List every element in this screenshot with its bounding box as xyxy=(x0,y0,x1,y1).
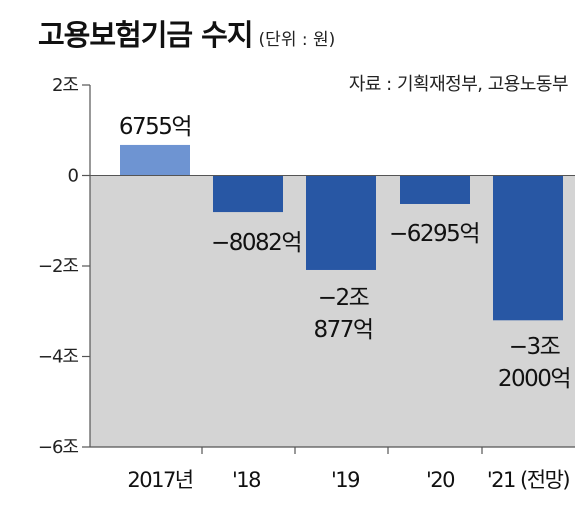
bar-0 xyxy=(120,144,190,176)
bar-3 xyxy=(400,175,470,204)
data-label-4-1: 2000억 xyxy=(498,366,570,392)
source-note: 자료 : 기획재정부, 고용노동부 xyxy=(348,74,569,95)
bar-1 xyxy=(213,175,283,213)
y-tick-label-0: 2조 xyxy=(52,75,78,96)
y-tick-label-2: −2조 xyxy=(38,256,79,277)
x-tick-label-3: '20 xyxy=(426,468,454,492)
bars xyxy=(120,144,563,321)
y-tick-label-1: 0 xyxy=(68,166,79,187)
data-label-3-0: −6295억 xyxy=(389,221,479,247)
bar-4 xyxy=(493,175,563,321)
axes: 2조 0 −2조 −4조 −6조 2017년 '18 '19 '20 '21 (전망) xyxy=(38,75,575,492)
unit-label: (단위 : 원) xyxy=(258,30,336,50)
data-label-4-0: −3조 xyxy=(509,334,560,360)
bar-2 xyxy=(306,175,376,270)
x-tick-label-1: '18 xyxy=(232,468,260,492)
chart-header: 고용보험기금 수지 (단위 : 원) xyxy=(38,12,335,54)
data-label-2-1: 877억 xyxy=(313,317,372,343)
data-labels: 6755억 −8082억 −2조 877억 −6295억 −3조 2000억 xyxy=(119,114,572,392)
x-tick-label-0: 2017년 xyxy=(127,468,192,492)
y-tick-label-3: −4조 xyxy=(38,347,79,368)
chart-title: 고용보험기금 수지 xyxy=(38,18,254,52)
y-tick-label-4: −6조 xyxy=(38,437,79,458)
data-label-2-0: −2조 xyxy=(318,285,369,311)
x-tick-label-2: '19 xyxy=(331,468,359,492)
data-label-1-0: −8082억 xyxy=(211,230,301,256)
data-label-0-0: 6755억 xyxy=(119,114,191,140)
x-tick-label-4: '21 (전망) xyxy=(487,468,570,492)
